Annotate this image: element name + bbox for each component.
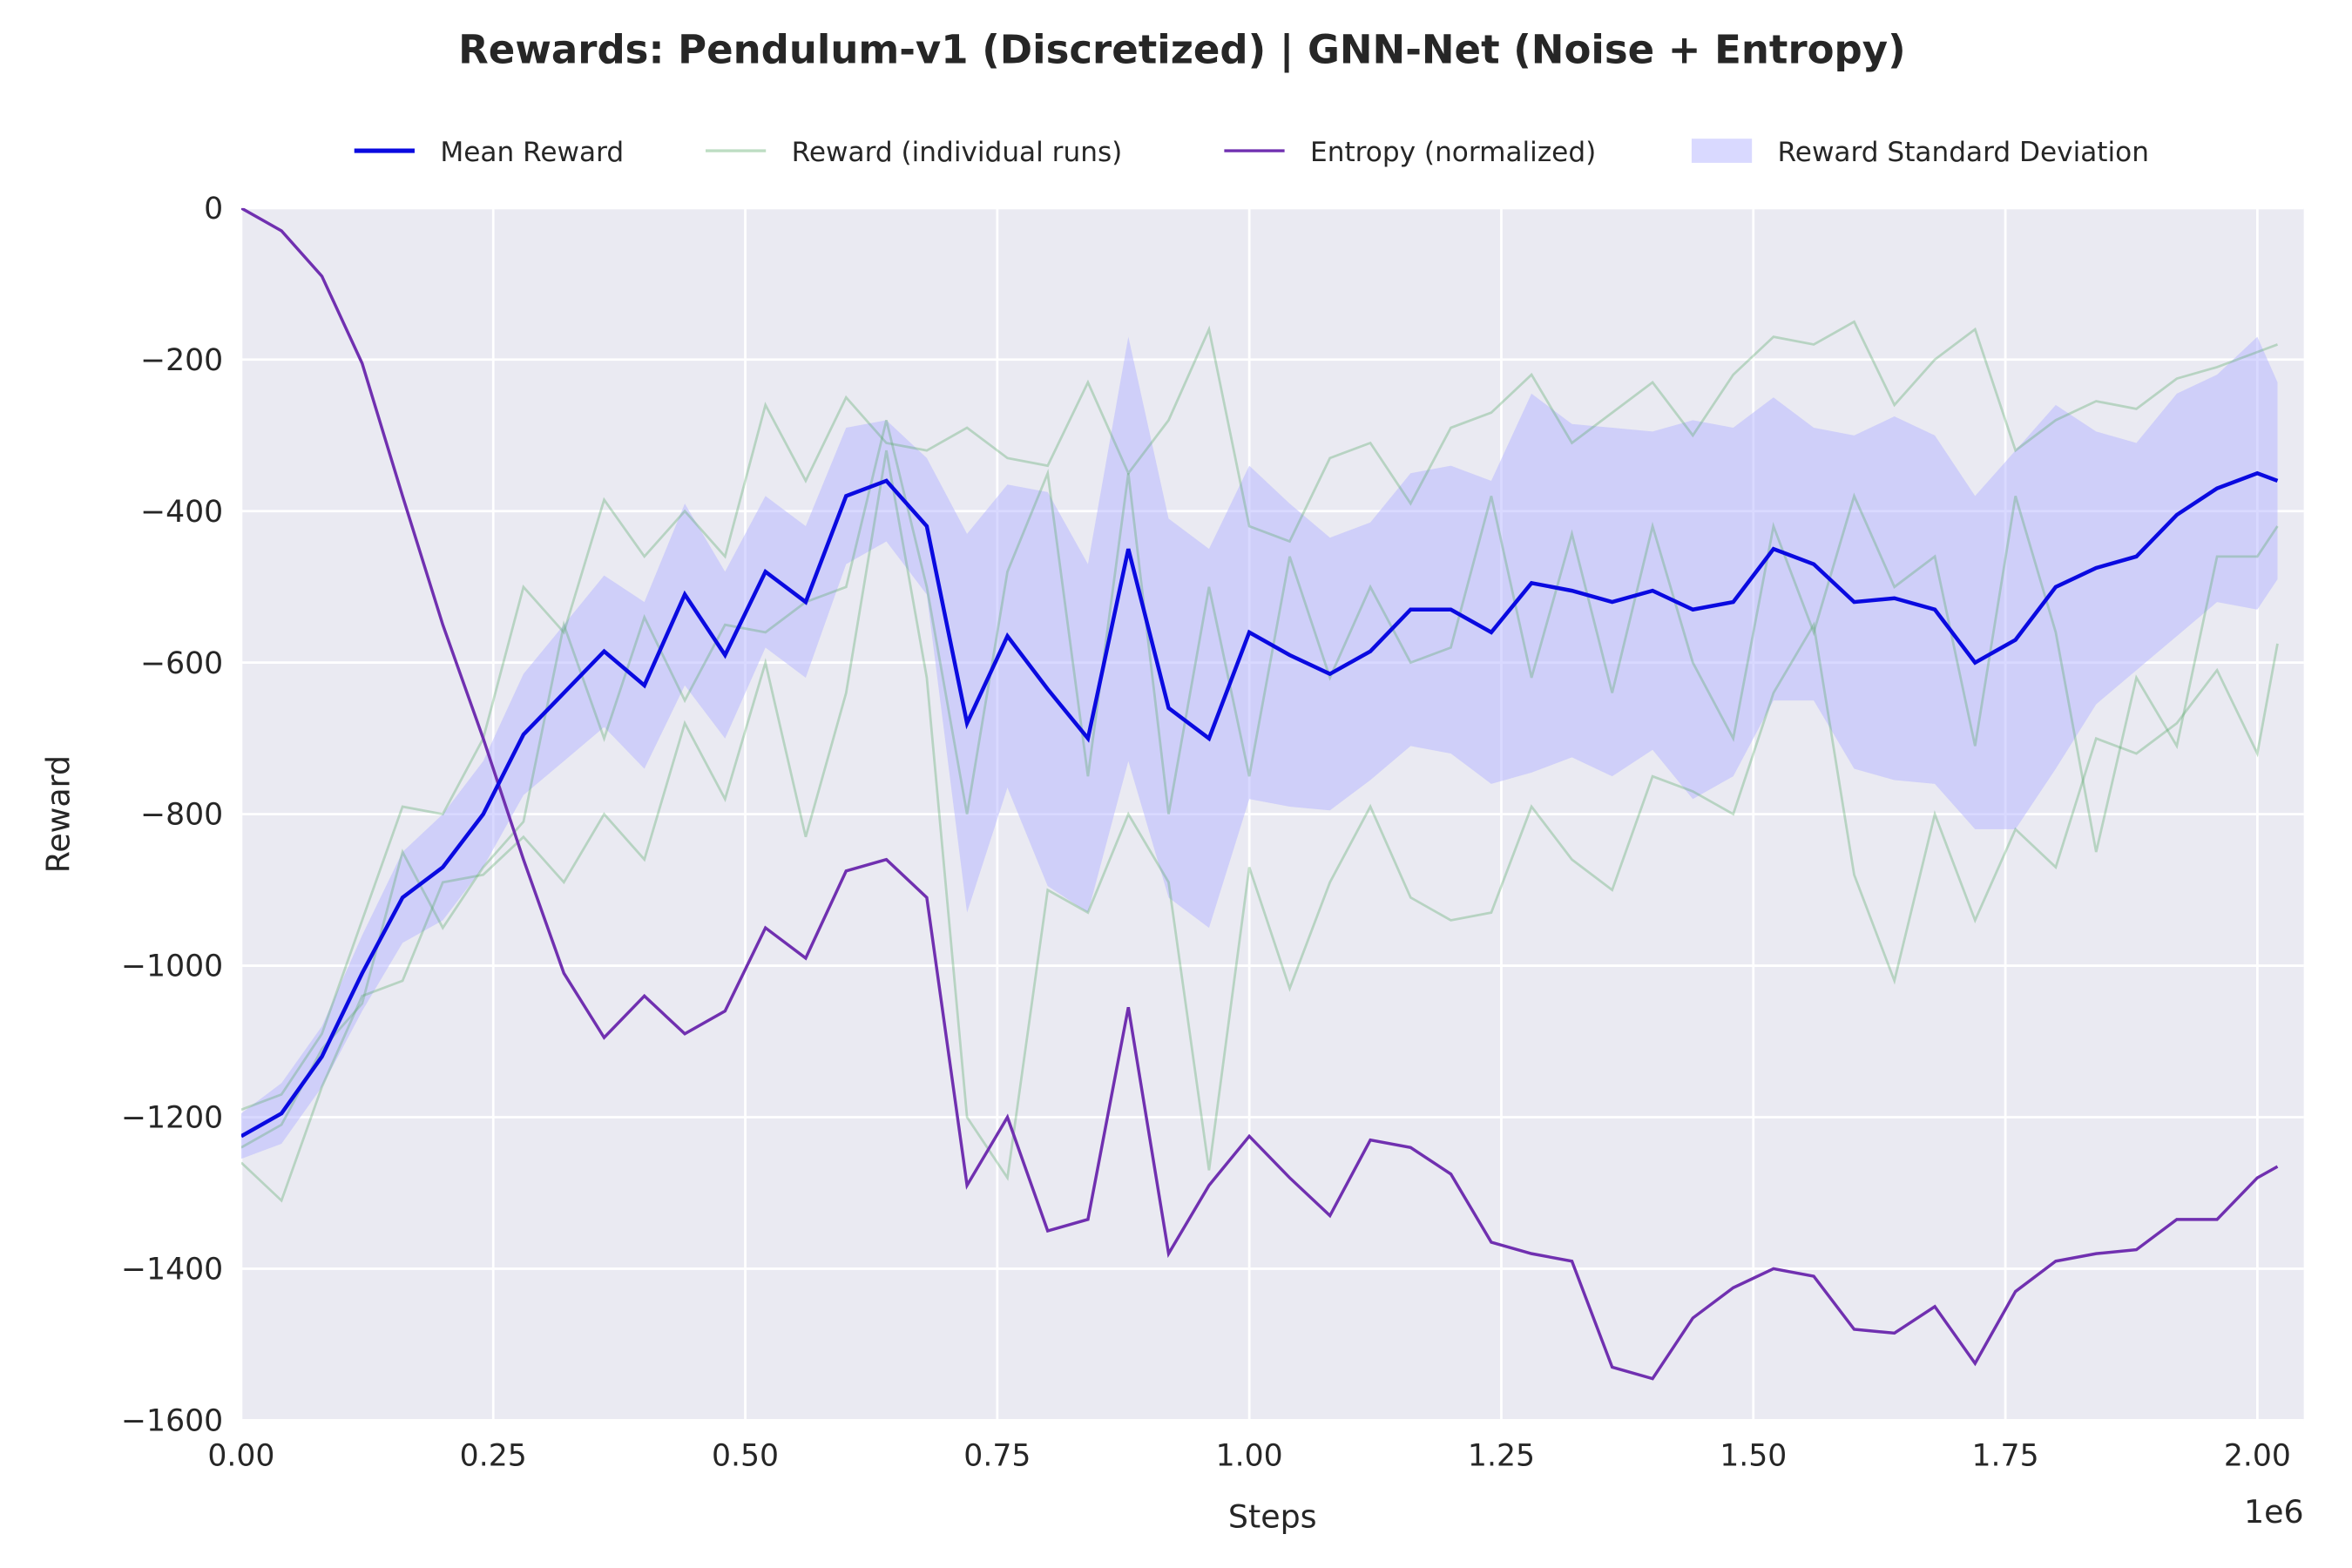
legend-swatch bbox=[1691, 139, 1753, 163]
x-tick-label: 0.50 bbox=[712, 1438, 779, 1473]
x-offset-label: 1e6 bbox=[2244, 1493, 2304, 1531]
x-tick-label: 1.25 bbox=[1468, 1438, 1535, 1473]
std-band bbox=[240, 336, 2278, 1159]
legend-label: Entropy (normalized) bbox=[1310, 137, 1596, 168]
legend-label: Reward Standard Deviation bbox=[1778, 137, 2149, 168]
y-tick-label: −1600 bbox=[121, 1403, 223, 1438]
x-tick-label: 0.25 bbox=[460, 1438, 527, 1473]
y-tick-label: −800 bbox=[140, 798, 223, 833]
run-line bbox=[240, 420, 2279, 1149]
y-tick-label: −200 bbox=[140, 343, 223, 378]
x-tick-label: 0.00 bbox=[207, 1438, 274, 1473]
mean-line bbox=[240, 470, 2279, 1139]
y-axis-label: Reward bbox=[40, 755, 78, 873]
y-tick-label: −400 bbox=[140, 495, 223, 530]
y-tick-label: 0 bbox=[204, 192, 223, 226]
legend-label: Mean Reward bbox=[440, 137, 624, 168]
x-tick-label: 1.00 bbox=[1216, 1438, 1283, 1473]
x-tick-label: 2.00 bbox=[2224, 1438, 2291, 1473]
x-tick-label: 1.75 bbox=[1972, 1438, 2039, 1473]
plot-layer bbox=[240, 207, 2279, 1381]
y-tick-label: −1000 bbox=[121, 950, 223, 984]
chart-title: Rewards: Pendulum-v1 (Discretized) | GNN… bbox=[458, 27, 1906, 73]
y-tick-label: −1400 bbox=[121, 1253, 223, 1288]
entropy-line bbox=[240, 207, 2279, 1381]
x-tick-label: 1.50 bbox=[1720, 1438, 1787, 1473]
legend-label: Reward (individual runs) bbox=[792, 137, 1123, 168]
y-tick-label: −600 bbox=[140, 646, 223, 681]
x-axis-label: Steps bbox=[1228, 1497, 1317, 1535]
run-line bbox=[240, 449, 2279, 1203]
y-tick-label: −1200 bbox=[121, 1101, 223, 1136]
run-line bbox=[240, 320, 2278, 1112]
x-tick-label: 0.75 bbox=[963, 1438, 1031, 1473]
